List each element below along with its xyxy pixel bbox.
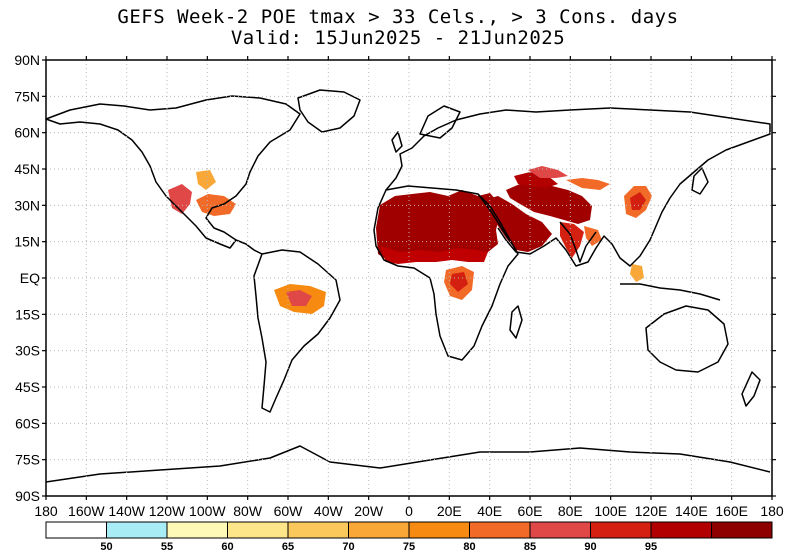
colorbar-swatch	[348, 521, 410, 539]
lon-label: 180	[760, 503, 784, 519]
coastline-north-america	[45, 95, 301, 249]
lon-label: 160W	[68, 503, 105, 519]
colorbar-swatch	[227, 521, 289, 539]
lon-label: 80W	[233, 503, 263, 519]
lon-label: 140W	[108, 503, 145, 519]
graticule-layer	[46, 60, 772, 496]
region-sahel	[380, 246, 488, 264]
coastline-central-america	[235, 239, 263, 255]
lat-label: EQ	[20, 270, 40, 286]
colorbar-swatch	[529, 521, 591, 539]
colorbar-swatch	[711, 521, 773, 539]
coastline-greenland	[297, 89, 361, 133]
colorbar-label: 70	[342, 541, 354, 553]
region-southeast-asia	[630, 264, 644, 282]
colorbar-label: 90	[584, 541, 596, 553]
lon-label: 60E	[518, 503, 543, 519]
coastline-africa	[373, 185, 519, 361]
colorbar-swatch	[590, 521, 652, 539]
map-title-line1: GEFS Week-2 POE tmax > 33 Cels., > 3 Con…	[117, 6, 679, 28]
lat-label: 60S	[15, 415, 40, 431]
lat-label: 90S	[15, 488, 40, 504]
lat-label: 60N	[14, 125, 40, 141]
coastline-australia	[645, 305, 729, 373]
lon-label: 100E	[594, 503, 627, 519]
region-us-texas	[196, 194, 236, 216]
lat-label: 45N	[14, 161, 40, 177]
lon-label: 120W	[149, 503, 186, 519]
region-kazakhstan-east	[566, 178, 610, 190]
lon-label: 40E	[477, 503, 502, 519]
lon-label: 20E	[437, 503, 462, 519]
coastline-india	[559, 221, 597, 263]
lat-label: 15S	[15, 306, 40, 322]
lat-label: 15N	[14, 234, 40, 250]
axis-ticks-layer	[42, 56, 776, 500]
colorbar-label: 75	[403, 541, 415, 553]
lon-label: 40W	[314, 503, 344, 519]
colorbar-label: 60	[221, 541, 233, 553]
region-us-southwest	[168, 184, 192, 214]
colorbar-swatch	[408, 521, 470, 539]
lon-label: 160E	[715, 503, 748, 519]
region-us-central	[196, 170, 216, 190]
colorbar-label: 50	[100, 541, 112, 553]
lon-label: 180	[34, 503, 58, 519]
coastline-uk	[391, 131, 403, 153]
lat-label: 75S	[15, 452, 40, 468]
colorbar-swatch	[650, 521, 712, 539]
lat-label: 75N	[14, 88, 40, 104]
coastline-japan	[691, 167, 709, 195]
colorbar-label: 65	[282, 541, 294, 553]
coastline-scandinavia	[419, 105, 461, 139]
lon-label: 120E	[635, 503, 668, 519]
region-central-africa-core	[450, 272, 468, 292]
lon-label: 80E	[558, 503, 583, 519]
colorbar-label: 85	[524, 541, 536, 553]
probability-fill-layer	[168, 166, 652, 314]
colorbar-swatch	[469, 521, 531, 539]
region-sahara	[376, 190, 500, 262]
region-arabia	[484, 196, 552, 252]
lon-label: 140E	[675, 503, 708, 519]
colorbar-swatch	[45, 521, 107, 539]
region-brazil-core	[286, 290, 312, 306]
lon-label: 0	[405, 503, 413, 519]
lon-label: 60W	[274, 503, 304, 519]
lat-label: 30S	[15, 343, 40, 359]
lat-label: 45S	[15, 379, 40, 395]
map-title-line2: Valid: 15Jun2025 - 21Jun2025	[230, 27, 566, 49]
lon-label: 100W	[189, 503, 226, 519]
colorbar-label: 80	[463, 541, 475, 553]
lon-label: 20W	[354, 503, 384, 519]
lat-label: 90N	[14, 52, 40, 68]
coastline-red-sea	[477, 193, 513, 245]
lat-label: 30N	[14, 197, 40, 213]
coastline-indonesia	[620, 283, 721, 301]
coastline-eurasia	[385, 107, 771, 267]
colorbar-label: 55	[161, 541, 173, 553]
colorbar-swatch	[287, 521, 349, 539]
colorbar: 50 55 60 65 70 75 80 85 90 95	[45, 521, 773, 553]
region-iran-pakistan	[506, 184, 592, 224]
coastline-new-zealand	[741, 371, 761, 407]
coastline-south-america	[253, 249, 341, 413]
longitude-labels: 180 160W 140W 120W 100W 80W 60W 40W 20W 0 20E 40E 60…	[34, 503, 784, 519]
colorbar-swatch	[166, 521, 228, 539]
coastline-antarctica	[45, 445, 771, 483]
latitude-labels: 90N 75N 60N 45N 30N 15N EQ 15S 30S 45S 60S 75S 90S	[14, 52, 40, 504]
coastline-madagascar	[509, 305, 523, 339]
colorbar-swatch	[106, 521, 168, 539]
coastline-layer	[45, 89, 771, 483]
colorbar-label: 95	[645, 541, 657, 553]
